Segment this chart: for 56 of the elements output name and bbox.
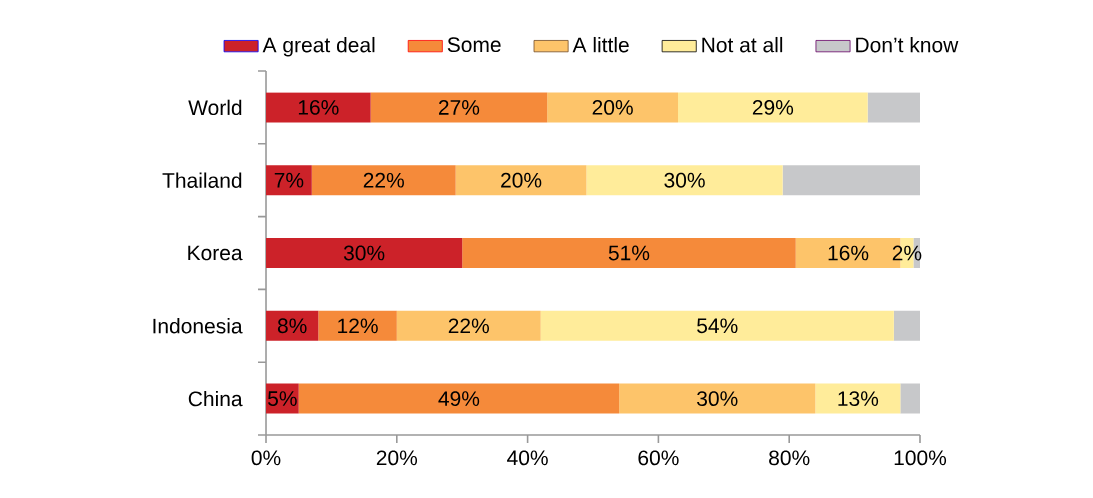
data-label: 7% (274, 172, 304, 188)
legend-label: Don’t know (856, 36, 959, 53)
data-label: 20% (501, 172, 542, 188)
bar (266, 238, 463, 268)
legend-label: Not at all (702, 36, 783, 53)
data-label: 30% (343, 245, 385, 261)
bar (370, 92, 548, 123)
data-label: 20% (592, 99, 633, 115)
bar (318, 310, 397, 341)
data-label: 5% (268, 391, 297, 406)
data-label: 12% (338, 318, 378, 334)
data-label: 51% (608, 245, 650, 261)
data-label: 2% (892, 245, 922, 261)
y-tick-label: World (188, 99, 242, 116)
data-label: 49% (438, 391, 480, 407)
data-label: 22% (448, 318, 489, 334)
bar (547, 92, 679, 123)
bar (678, 92, 868, 123)
bar (540, 310, 894, 341)
legend-label: A little (572, 36, 629, 53)
bar (815, 383, 901, 414)
data-label: 30% (697, 391, 738, 407)
data-label: 16% (298, 99, 339, 115)
bar (867, 92, 920, 123)
data-label: 13% (838, 391, 879, 407)
bar (619, 383, 816, 414)
bar (266, 92, 371, 123)
y-tick-label: Thailand (162, 172, 242, 188)
bar (455, 165, 587, 196)
data-label: 30% (664, 172, 705, 188)
bar (462, 238, 796, 268)
data-label: 54% (697, 318, 738, 334)
x-tick-label: 80% (769, 450, 810, 466)
x-tick-label: 100% (894, 450, 947, 466)
data-label: 27% (438, 100, 480, 115)
x-tick-label: 0% (251, 450, 281, 466)
bar (266, 165, 312, 196)
bar (298, 383, 620, 414)
legend-label: A great deal (262, 36, 375, 57)
data-label: 22% (363, 172, 404, 188)
legend-label: Some (447, 37, 501, 53)
x-tick-label: 40% (507, 450, 548, 466)
y-tick-label: Indonesia (153, 318, 243, 334)
bar (586, 165, 783, 196)
bar (893, 310, 920, 341)
data-label: 16% (828, 245, 869, 261)
bar (900, 383, 920, 414)
x-tick-label: 20% (376, 450, 418, 466)
bar (782, 165, 920, 196)
y-tick-label: China (188, 390, 243, 407)
x-tick-label: 60% (638, 450, 679, 466)
bar (311, 165, 456, 196)
data-label: 8% (277, 318, 307, 334)
bar (396, 310, 541, 341)
data-label: 29% (752, 99, 794, 115)
y-tick-label: Korea (188, 245, 243, 261)
